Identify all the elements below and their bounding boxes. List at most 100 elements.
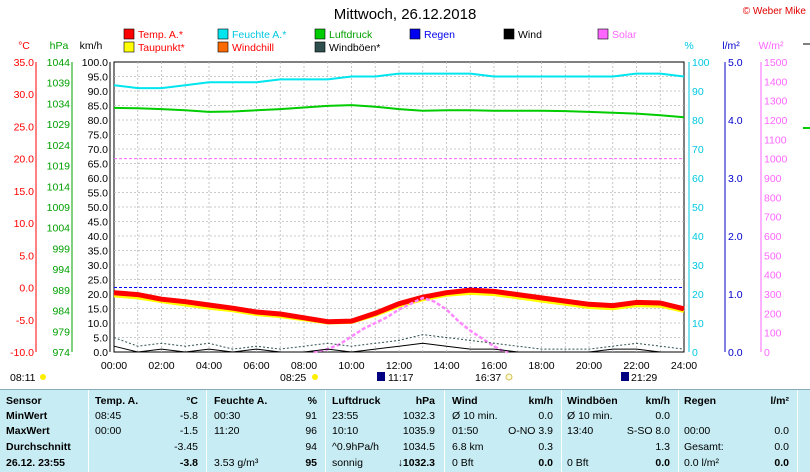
axis-tick-temp: 20.0 — [14, 154, 35, 166]
axis-tick-wind: 50.0 — [88, 202, 109, 214]
row-label-min: MinWert — [6, 410, 48, 422]
moon-icon — [621, 372, 629, 381]
axis-tick-wind: 70.0 — [88, 144, 109, 156]
axis-tick-solar: 1300 — [764, 96, 788, 108]
axis-tick-pressure: 999 — [52, 243, 70, 255]
x-tick-label: 04:00 — [196, 360, 222, 372]
stat-value-rain: 0.0 — [774, 441, 789, 453]
axis-tick-wind: 25.0 — [88, 275, 109, 287]
axis-tick-humidity: 90 — [692, 86, 704, 98]
axis-tick-wind: 60.0 — [88, 173, 109, 185]
chart-title: Mittwoch, 26.12.2018 — [333, 6, 477, 23]
stat-time-wind: 0 Bft — [452, 457, 474, 469]
axis-tick-rain: 4.0 — [728, 115, 743, 127]
axis-tick-solar: 1100 — [764, 134, 787, 146]
legend-swatch — [217, 28, 229, 40]
axis-tick-humidity: 20 — [692, 289, 704, 301]
axis-tick-humidity: 10 — [692, 318, 704, 330]
stat-value-gusts: 0.0 — [655, 457, 670, 469]
legend-swatch — [409, 28, 421, 40]
stat-value-pressure: 1034.5 — [402, 441, 435, 453]
legend-label: Taupunkt* — [138, 42, 185, 54]
legend-swatch — [597, 28, 609, 40]
axis-tick-humidity: 50 — [692, 202, 704, 214]
row-label-sensor: Sensor — [6, 395, 42, 407]
axis-tick-wind: 90.0 — [88, 86, 109, 98]
legend-label: Feuchte A.* — [232, 29, 286, 41]
axis-tick-pressure: 1029 — [47, 119, 71, 131]
stat-time-wind: 01:50 — [452, 425, 479, 437]
axis-tick-humidity: 0 — [692, 347, 698, 359]
stat-time-gusts: 0 Bft — [567, 457, 589, 469]
axis-tick-humidity: 60 — [692, 173, 704, 185]
axis-tick-wind: 15.0 — [88, 304, 109, 316]
axis-tick-humidity: 70 — [692, 144, 704, 156]
axis-tick-rain: 1.0 — [728, 289, 743, 301]
stat-value-temp: -5.8 — [179, 410, 198, 422]
legend-label: Windböen* — [329, 42, 380, 54]
x-tick-label: 00:00 — [101, 360, 127, 372]
axis-tick-pressure: 984 — [52, 306, 70, 318]
axis-tick-pressure: 1004 — [47, 223, 71, 235]
sun-icon — [312, 374, 318, 380]
axis-tick-temp: 30.0 — [14, 89, 35, 101]
x-tick-label: 14:00 — [433, 360, 459, 372]
stat-value-humidity: 91 — [305, 410, 317, 422]
axis-tick-temp: 25.0 — [14, 121, 35, 133]
moonset-time: 21:29 — [631, 372, 657, 384]
stat-value-pressure: ↓1032.3 — [397, 457, 435, 469]
axis-tick-rain: 0.0 — [728, 347, 743, 359]
axis-tick-temp: 10.0 — [14, 218, 35, 230]
stat-value-wind: 0.3 — [538, 441, 553, 453]
axis-unit-temp: °C — [18, 40, 30, 52]
moon-icon — [377, 372, 385, 381]
axis-tick-wind: 45.0 — [88, 217, 109, 229]
sunset-time: 16:37 — [475, 372, 501, 384]
stat-time-humidity: 11:20 — [214, 425, 240, 437]
stat-value-humidity: 96 — [305, 425, 317, 437]
series-line — [113, 287, 685, 325]
axis-tick-wind: 20.0 — [88, 289, 109, 301]
statistics-table: Sensor MinWert MaxWert Durchschnitt 26.1… — [0, 389, 810, 472]
stat-header-wind: Wind — [452, 395, 478, 407]
axis-tick-humidity: 40 — [692, 231, 704, 243]
stat-time-humidity: 00:30 — [214, 410, 241, 422]
sun-icon — [40, 374, 46, 380]
axis-tick-solar: 400 — [764, 270, 782, 282]
row-label-max: MaxWert — [6, 425, 50, 437]
legend-swatch — [123, 28, 135, 40]
axis-tick-solar: 900 — [764, 173, 782, 185]
axis-tick-wind: 35.0 — [88, 246, 109, 258]
series-line — [113, 72, 685, 90]
axis-tick-solar: 1000 — [764, 154, 788, 166]
stat-value-wind: 0.0 — [538, 410, 553, 422]
stat-time-pressure: 10:10 — [332, 425, 359, 437]
axis-unit-solar: W/m² — [758, 40, 784, 52]
stat-time-rain: 0.0 l/m² — [684, 457, 720, 469]
axis-tick-solar: 1200 — [764, 115, 788, 127]
axis-tick-pressure: 1014 — [47, 181, 71, 193]
stat-value-temp: -1.5 — [179, 425, 198, 437]
axis-tick-solar: 0 — [764, 347, 770, 359]
axis-unit-wind: km/h — [80, 40, 103, 52]
axis-tick-temp: -10.0 — [10, 347, 34, 359]
x-tick-label: 24:00 — [671, 360, 697, 372]
x-tick-label: 16:00 — [481, 360, 507, 372]
axis-tick-wind: 5.0 — [93, 333, 108, 345]
stat-time-pressure: sonnig — [332, 457, 363, 469]
stat-value-humidity: 95 — [305, 457, 317, 469]
axis-tick-pressure: 994 — [52, 264, 70, 276]
stat-time-humidity: 3.53 g/m³ — [214, 457, 259, 469]
axis-tick-pressure: 1034 — [47, 98, 71, 110]
copyright-note: © Weber Mike — [742, 6, 806, 17]
axis-tick-wind: 80.0 — [88, 115, 109, 127]
stat-value-temp: -3.8 — [179, 457, 198, 469]
axis-tick-pressure: 1019 — [47, 161, 71, 173]
axis-tick-wind: 55.0 — [88, 188, 109, 200]
axis-tick-temp: 0.0 — [19, 283, 34, 295]
stat-value-wind: O-NO 3.9 — [508, 425, 553, 437]
series-line — [313, 296, 509, 354]
stat-header-humidity: Feuchte A. — [214, 395, 268, 407]
x-tick-label: 06:00 — [243, 360, 269, 372]
stat-value-temp: -3.45 — [174, 441, 198, 453]
